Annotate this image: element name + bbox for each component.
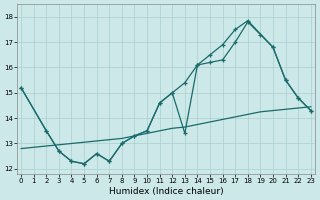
X-axis label: Humidex (Indice chaleur): Humidex (Indice chaleur) (108, 187, 223, 196)
